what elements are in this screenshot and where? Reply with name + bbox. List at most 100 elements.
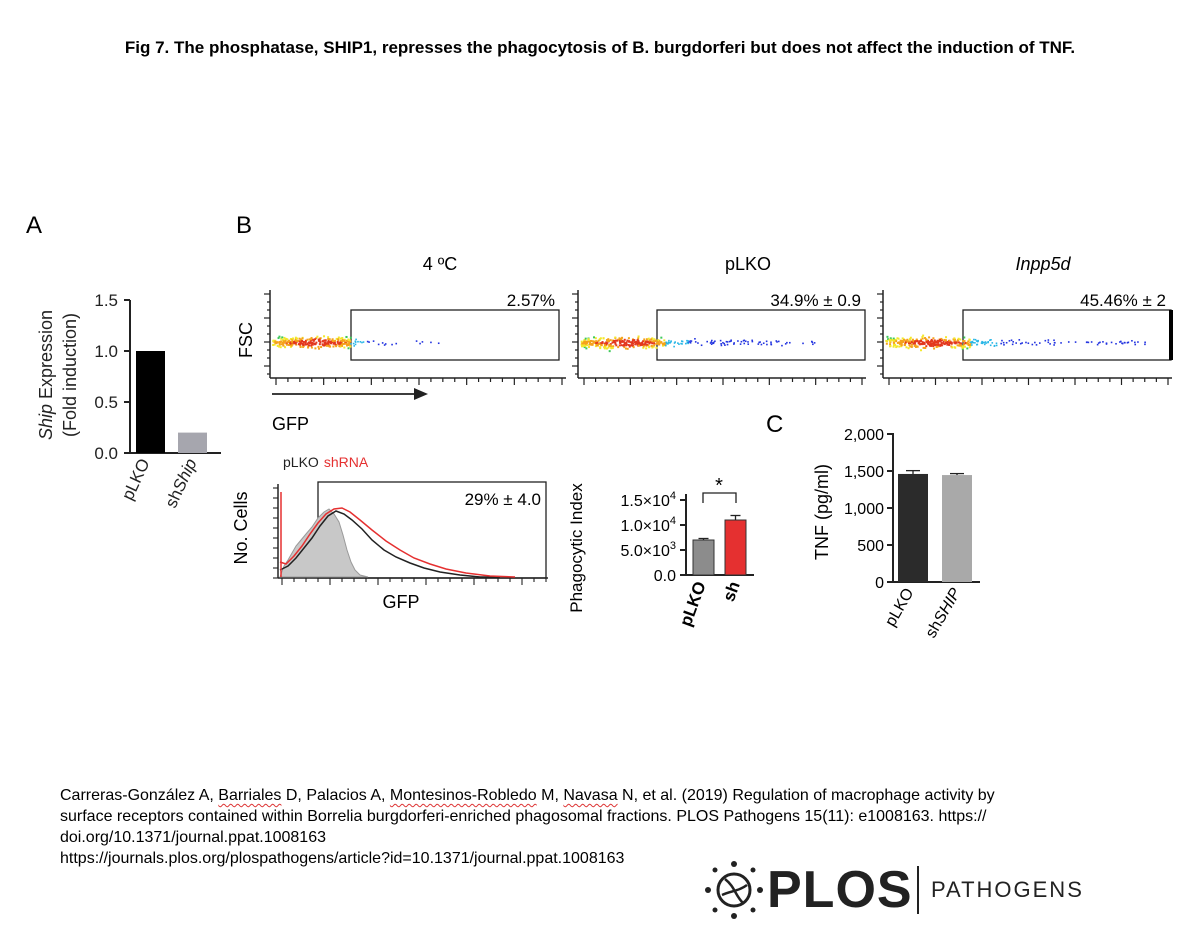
facs-gate-2: 34.9% ± 0.9	[770, 291, 861, 310]
citation: Carreras-González A, Barriales D, Palaci…	[60, 785, 1140, 869]
citation-author-barriales: Barriales	[218, 787, 282, 804]
panel-c-label: C	[766, 411, 783, 438]
phago-tick-label: 1.0×104	[620, 515, 676, 535]
facs-gate-3: 45.46% ± 2	[1080, 291, 1166, 310]
hist-legend: pLKO shRNA	[283, 454, 369, 470]
hist-xlabel: GFP	[382, 592, 419, 612]
svg-text:shShip: shShip	[161, 456, 200, 511]
citation-title-start: N, et al. (2019) Regulation of macrophag…	[617, 787, 995, 804]
citation-line-1: Carreras-González A, Barriales D, Palaci…	[60, 785, 1140, 806]
panel-c-cat-2-plain: sh	[923, 618, 946, 641]
citation-line-3[interactable]: doi.org/10.1371/journal.ppat.1008163	[60, 829, 326, 846]
phago-cat-2: sh	[719, 579, 744, 604]
panel-a-tick-label: 1.5	[94, 291, 118, 310]
panel-c-cat-1: pLKO	[882, 586, 917, 630]
svg-text:shSHIP: shSHIP	[923, 585, 965, 641]
phago-ylabel-group: Phagocytic Index	[567, 483, 586, 613]
facs-plots: 2.57% 34.9% ± 0.9 45.46% ± 2	[264, 290, 1173, 385]
facs-plot-inpp5d: 45.46% ± 2	[877, 290, 1173, 385]
phago-cat-1-label: pLKO	[676, 579, 710, 629]
hist-legend-shrna: shRNA	[324, 454, 369, 470]
facs-title-1: 4 ºC	[423, 254, 458, 274]
panel-a-ylabel-italic: Ship	[36, 404, 56, 440]
logo-divider	[917, 866, 919, 914]
phago-bars	[692, 514, 747, 576]
facs-axis-ticks	[572, 293, 863, 385]
figure-panels: A Ship Expression (Fold induction) 1.51.…	[26, 212, 1173, 641]
panel-a-cat-2: shShip	[161, 456, 200, 511]
facs-axis-ticks	[264, 293, 563, 385]
panel-a-label: A	[26, 212, 42, 239]
citation-author-montesinos: Montesinos-Robledo	[389, 787, 537, 804]
panel-b-label: B	[236, 212, 252, 239]
panel-a-ylabel: Ship Expression	[36, 310, 56, 440]
panel-c-tick-label: 1,500	[844, 464, 884, 481]
journal-name: PATHOGENS	[931, 877, 1084, 902]
panel-c-ticks: 2,000 1,500 1,000 500 0	[844, 427, 893, 592]
panel-c-ylabel-group: TNF (pg/ml)	[812, 464, 832, 560]
hist-ylabel-group: No. Cells	[231, 491, 251, 564]
panel-a-ylabel2: (Fold induction)	[60, 313, 80, 437]
citation-authors-3: M,	[536, 787, 564, 804]
gfp-arrow-label: GFP	[272, 414, 309, 434]
panel-c-tick-label: 0	[875, 575, 884, 592]
svg-text:Ship Expression: Ship Expression	[36, 310, 56, 440]
facs-title-3: Inpp5d	[1015, 254, 1071, 274]
panel-a-ylabel-rest: Expression	[36, 310, 56, 404]
phago-tick-label: 1.5×104	[620, 490, 676, 510]
phago-ylabel: Phagocytic Index	[567, 483, 586, 613]
panel-a-ylabel-2: (Fold induction)	[60, 313, 80, 437]
facs-dot-cloud	[580, 335, 816, 353]
facs-title-2: pLKO	[725, 254, 771, 274]
plos-logo: PLOS PATHOGENS	[705, 860, 1105, 920]
citation-authors-1: Carreras-González A,	[60, 787, 219, 804]
panel-a-cat-2-italic: Ship	[169, 456, 201, 495]
hist-ylabel: No. Cells	[231, 491, 251, 564]
fsc-axis-label: FSC	[236, 322, 256, 358]
panel-a-tick-label: 0.5	[94, 393, 118, 412]
phago-tick-label: 5.0×103	[620, 540, 676, 560]
phago-cat-1: pLKO	[676, 579, 710, 629]
facs-gate-1: 2.57%	[507, 291, 555, 310]
panel-c-cat-2-italic: SHIP	[931, 585, 965, 626]
panel-c-tick-label: 500	[857, 538, 884, 555]
panel-c-bars	[898, 469, 972, 582]
panel-c-bar-pLKO	[898, 473, 928, 582]
hist-shrna-line	[279, 507, 516, 578]
fsc-label: FSC	[236, 322, 256, 358]
facs-plot-4c: 2.57%	[264, 290, 566, 385]
panel-c-cat-1-label: pLKO	[882, 586, 917, 630]
panel-a-cat-1-label: pLKO	[118, 456, 154, 503]
hist-control-fill	[279, 508, 369, 578]
facs-plot-plko: 34.9% ± 0.9	[572, 290, 866, 385]
phago-sig: *	[715, 475, 723, 497]
phago-tick-label: 0.0	[654, 568, 676, 585]
facs-dot-cloud	[272, 335, 440, 350]
plos-globe-icon	[705, 861, 763, 919]
panel-c-tick-label: 1,000	[844, 501, 884, 518]
panel-a-cat-1: pLKO	[118, 456, 154, 503]
figure-title: Fig 7. The phosphatase, SHIP1, represses…	[124, 38, 1076, 57]
citation-authors-2: D, Palacios A,	[281, 787, 390, 804]
panel-a-tick-label: 0.0	[94, 444, 118, 463]
phago-cat-2-label: sh	[719, 579, 744, 604]
hist-legend-plko: pLKO	[283, 454, 319, 470]
gfp-arrow	[272, 388, 428, 400]
panel-c-bar-shSHIP	[942, 475, 972, 582]
phago-bar-pLKO	[692, 539, 715, 576]
panel-c-cat-2: shSHIP	[923, 585, 965, 641]
citation-line-4[interactable]: https://journals.plos.org/plospathogens/…	[60, 850, 625, 867]
histogram	[273, 481, 548, 585]
panel-a-bar-pLKO	[136, 351, 165, 453]
citation-line-2: surface receptors contained within Borre…	[60, 808, 987, 825]
panel-a-ticks: 1.5 1.0 0.5 0.0	[94, 291, 130, 463]
panel-a-bar-shShip	[178, 432, 207, 453]
panel-a-tick-label: 1.0	[94, 342, 118, 361]
facs-dot-cloud	[885, 334, 1146, 352]
citation-author-navasa: Navasa	[563, 787, 618, 804]
plos-brand: PLOS	[767, 861, 913, 919]
facs-axis-ticks	[877, 293, 1169, 385]
hist-gate: 29% ± 4.0	[465, 490, 541, 509]
phago-ticks: 1.5×104 1.0×104 5.0×103 0.0	[620, 490, 686, 585]
panel-c-tick-label: 2,000	[844, 427, 884, 444]
